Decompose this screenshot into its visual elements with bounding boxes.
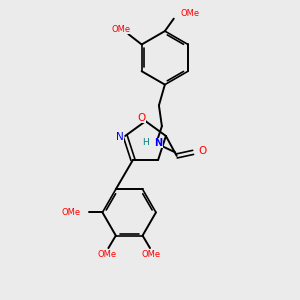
Text: OMe: OMe <box>97 250 116 260</box>
Text: OMe: OMe <box>62 208 81 217</box>
Text: O: O <box>198 146 207 156</box>
Text: OMe: OMe <box>111 25 130 34</box>
Text: OMe: OMe <box>180 9 200 18</box>
Text: N: N <box>154 138 163 148</box>
Text: O: O <box>137 112 145 123</box>
Text: H: H <box>142 138 148 147</box>
Text: N: N <box>116 132 124 142</box>
Text: OMe: OMe <box>142 250 161 260</box>
